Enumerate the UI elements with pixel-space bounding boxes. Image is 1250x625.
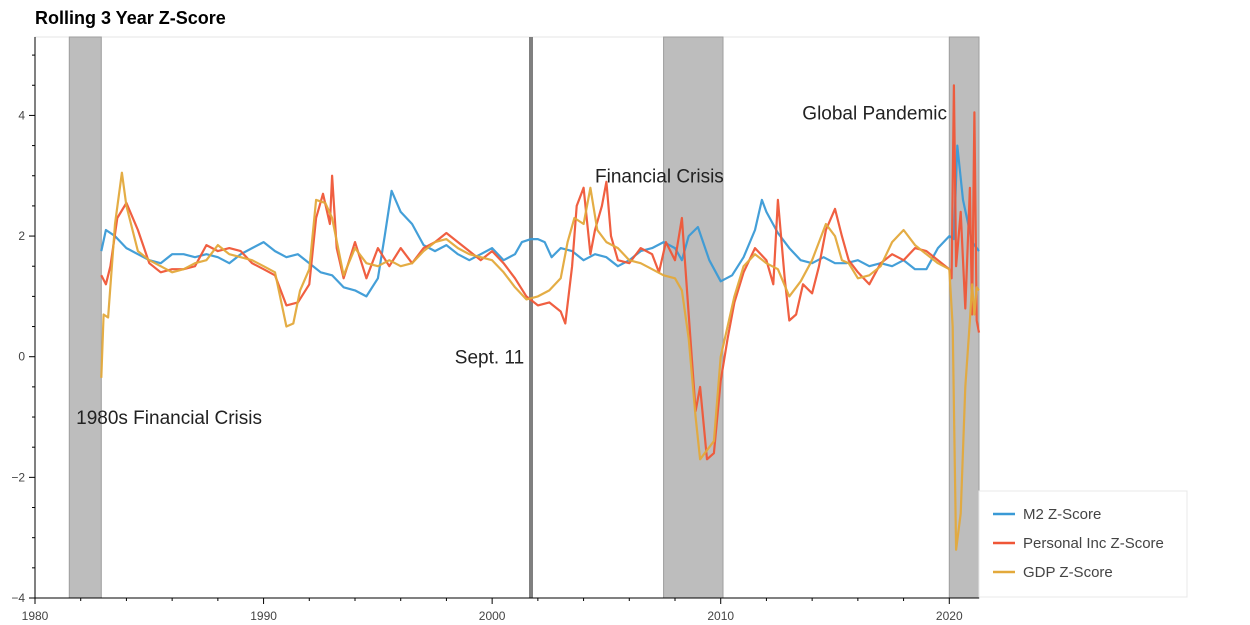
series-line — [100, 171, 980, 551]
x-tick-label: 1990 — [250, 609, 277, 623]
annotation-label: Sept. 11 — [455, 348, 524, 369]
shaded-region — [663, 36, 724, 599]
x-tick-label: 2010 — [707, 609, 734, 623]
shaded-region — [68, 36, 102, 599]
annotation-label: Global Pandemic — [802, 103, 947, 124]
x-tick-label: 1980 — [22, 609, 49, 623]
annotation-label: 1980s Financial Crisis — [76, 408, 262, 429]
series-line — [100, 144, 980, 298]
y-tick-label: −4 — [11, 591, 25, 605]
legend-label: Personal Inc Z-Score — [1023, 535, 1164, 552]
y-tick-label: −2 — [11, 470, 25, 484]
legend: M2 Z-Score Personal Inc Z-Score GDP Z-Scor… — [978, 490, 1188, 598]
series-lines — [100, 84, 981, 551]
x-tick-label: 2020 — [936, 609, 963, 623]
y-tick-label: 2 — [18, 229, 25, 243]
legend-label: M2 Z-Score — [1023, 506, 1101, 523]
y-tick-label: 4 — [18, 108, 25, 122]
axes: 1980 1990 2000 2010 2020 −4 −2 0 2 4 — [11, 37, 979, 623]
annotations: 1980s Financial Crisis Sept. 11 Financial … — [76, 103, 947, 429]
annotation-label: Financial Crisis — [595, 167, 724, 188]
x-tick-label: 2000 — [479, 609, 506, 623]
shaded-regions — [68, 36, 980, 599]
y-tick-label: 0 — [18, 350, 25, 364]
chart-title: Rolling 3 Year Z-Score — [35, 8, 226, 28]
legend-label: GDP Z-Score — [1023, 564, 1113, 581]
